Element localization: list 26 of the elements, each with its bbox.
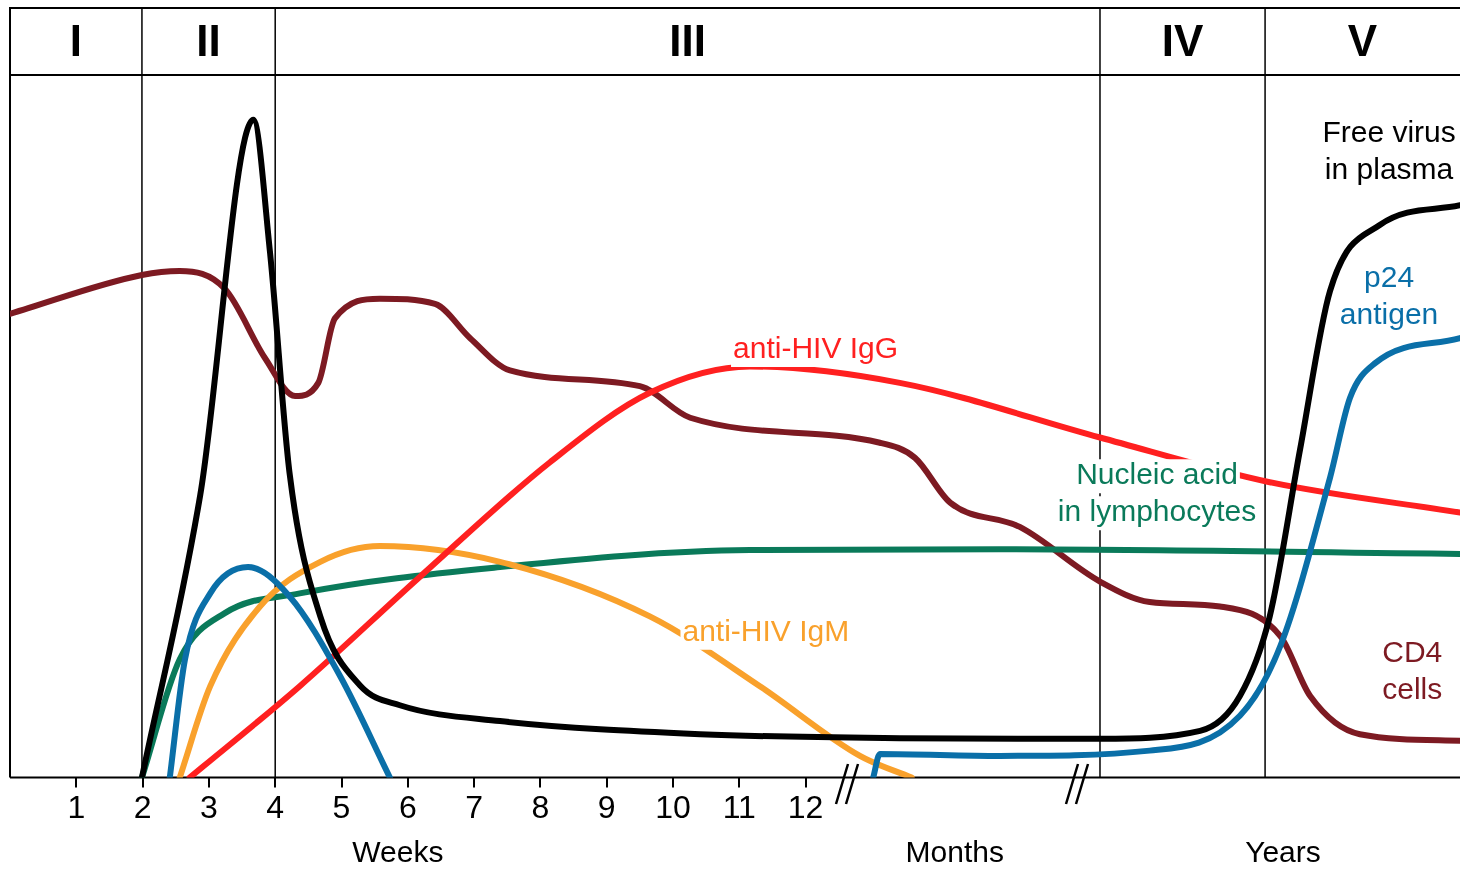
x-tick-label: 4 bbox=[266, 788, 285, 825]
x-tick-label: 7 bbox=[465, 788, 483, 825]
text: I bbox=[69, 15, 83, 65]
text: V bbox=[1347, 15, 1378, 65]
x-tick-label: 1 bbox=[67, 788, 86, 825]
text: Months bbox=[905, 835, 1004, 868]
x-tick-label: 10 bbox=[655, 788, 691, 825]
series-label: anti-HIV IgG bbox=[733, 331, 899, 365]
series-label: Nucleic acid in lymphocytes bbox=[1057, 457, 1257, 528]
text: Weeks bbox=[352, 835, 444, 868]
series-label: p24 antigen bbox=[1339, 260, 1439, 331]
text: III bbox=[669, 15, 706, 65]
series-label: anti-HIV IgM bbox=[682, 614, 850, 648]
x-tick-label: 6 bbox=[398, 788, 417, 825]
x-tick-label: 3 bbox=[200, 788, 218, 825]
series-label: CD4 cells bbox=[1382, 635, 1443, 706]
text: II bbox=[196, 15, 221, 65]
text: Years bbox=[1245, 835, 1321, 868]
text: IV bbox=[1161, 15, 1204, 65]
x-tick-label: 5 bbox=[332, 788, 351, 825]
series-label: Free virus in plasma bbox=[1322, 115, 1456, 186]
x-tick-label: 8 bbox=[531, 788, 550, 825]
x-tick-label: 9 bbox=[597, 788, 616, 825]
x-tick-label: 12 bbox=[787, 788, 824, 825]
x-tick-label: 2 bbox=[133, 788, 152, 825]
x-tick-label: 11 bbox=[722, 788, 756, 825]
